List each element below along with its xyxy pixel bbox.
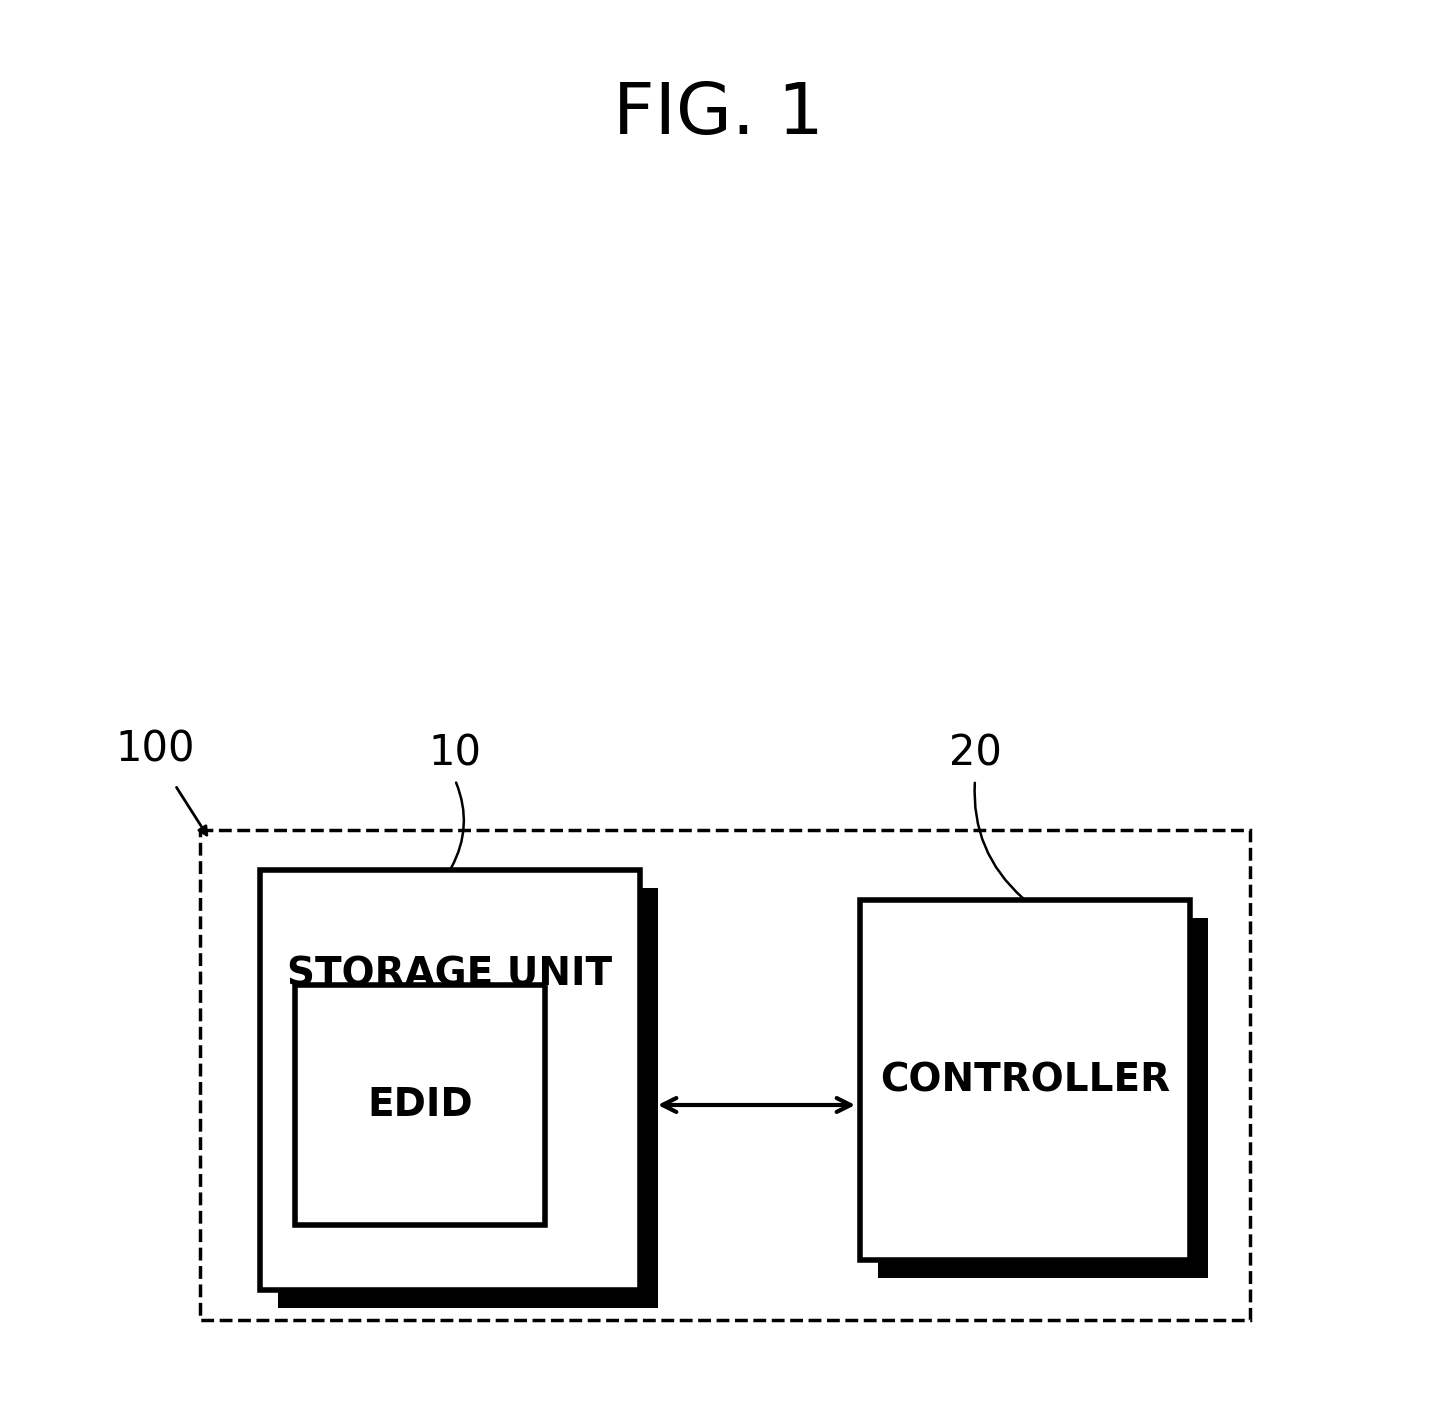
- Text: 10: 10: [428, 733, 481, 775]
- Bar: [200, 830, 1249, 1320]
- Bar: [877, 918, 1208, 1278]
- Bar: [860, 900, 1190, 1260]
- Bar: [294, 986, 546, 1225]
- Text: STORAGE UNIT: STORAGE UNIT: [287, 956, 613, 994]
- Text: CONTROLLER: CONTROLLER: [880, 1062, 1170, 1099]
- Text: 20: 20: [949, 733, 1001, 775]
- Bar: [313, 1002, 563, 1243]
- Text: EDID: EDID: [368, 1085, 472, 1123]
- Text: FIG. 1: FIG. 1: [613, 80, 823, 149]
- Text: 100: 100: [115, 728, 194, 770]
- Bar: [279, 889, 658, 1308]
- Bar: [260, 870, 640, 1289]
